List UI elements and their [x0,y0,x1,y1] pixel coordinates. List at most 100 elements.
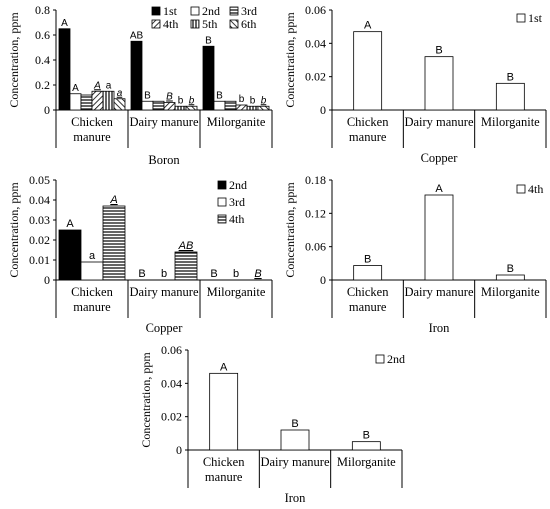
y-tick-label: 0.03 [29,213,50,227]
significance-letter: A [364,20,372,32]
legend-swatch [375,354,385,364]
bar-boron-5th-chicken-manure [102,90,115,111]
x-tick-label: Milorganite [481,285,540,299]
y-tick-label: 0.06 [161,343,182,357]
legend-swatch [190,6,200,16]
chart-panel-iron-4th: 0 0.06 0.12 0.18 Concentration, ppm Chickenma… [283,173,547,335]
legend-label: 3rd [229,195,245,209]
x-tick-label: Milorganite [207,115,266,129]
legend-swatch [217,214,227,224]
y-tick-label: 0.6 [35,28,50,42]
bar-boron-6th-chicken-manure [113,98,126,111]
bar-iron-2nd-2nd-milorganite [351,441,381,451]
y-tick-label: 0.02 [29,233,50,247]
x-tick-label: Milorganite [481,115,540,129]
y-axis-label: Concentration, ppm [7,182,21,278]
bar-iron-4th-4th-milorganite [495,274,525,281]
chart-panel-copper-1st: 0 0.02 0.04 0.06 Concentration, ppm Chickenma… [283,3,547,165]
legend-swatch [516,13,526,23]
x-axis-label: Iron [285,491,307,505]
significance-letter: B [435,45,442,57]
significance-letter: B [291,418,298,430]
significance-letter: A [72,83,79,94]
significance-letter: AB [178,240,194,252]
bar-boron-2nd-milorganite [213,100,226,111]
x-tick-label: Dairy manure [129,115,199,129]
significance-letter: b [161,268,167,280]
legend-label: 1st [528,11,543,25]
x-tick-label: Dairy manure [404,115,474,129]
x-tick-label: manure [73,130,111,144]
x-tick-label: Chicken [203,455,245,469]
significance-letter: B [507,263,514,275]
y-axis-label: Concentration, ppm [7,12,21,108]
x-tick-label: Dairy manure [404,285,474,299]
significance-letter: A [93,80,101,91]
bar-boron-1st-milorganite [202,45,215,111]
chart-panel-copper-multi: 0 0.01 0.02 0.03 0.04 0.05 Concentration, ppm C… [7,173,273,335]
y-tick-label: 0.12 [305,206,326,220]
x-tick-label: Chicken [347,115,389,129]
y-tick-label: 0.06 [305,240,326,254]
chart-panel-iron-2nd: 0 0.02 0.04 0.06 Concentration, ppm Chickenma… [139,343,405,505]
significance-letter: B [205,35,212,46]
x-axis-label: Copper [421,151,459,165]
bar-boron-1st-chicken-manure [58,28,71,111]
bar-iron-2nd-2nd-dairy-manure [280,429,310,451]
significance-letter: b [239,94,245,105]
significance-letter: B [363,430,370,442]
legend-swatch [217,197,227,207]
bar-boron-5th-milorganite [246,105,259,111]
significance-letter: AB [130,30,144,41]
legend-label: 4th [163,17,178,31]
legend-swatch [217,180,227,190]
significance-letter: B [144,90,151,101]
significance-letter: b [178,95,184,106]
bar-copper-multi-4th-chicken-manure [102,205,126,281]
y-tick-label: 0.2 [35,78,50,92]
bar-copper-multi-3rd-chicken-manure [80,261,104,281]
bar-boron-3rd-milorganite [224,100,237,111]
legend-swatch [190,19,200,29]
significance-letter: b [250,95,256,106]
bar-copper-1st-1st-chicken-manure [353,31,383,111]
x-axis-label: Iron [429,321,451,335]
bar-boron-3rd-chicken-manure [80,94,93,111]
legend-label: 3rd [241,4,257,18]
legend-swatch [151,6,161,16]
significance-letter: A [61,18,68,29]
legend-label: 2nd [229,178,247,192]
x-tick-label: manure [349,300,387,314]
x-tick-label: Dairy manure [129,285,199,299]
significance-letter: B [216,90,223,101]
bar-copper-1st-1st-dairy-manure [424,56,454,111]
bar-boron-2nd-chicken-manure [69,93,82,111]
x-axis-label: Copper [146,321,184,335]
legend-label: 4th [528,182,543,196]
y-tick-label: 0.01 [29,253,50,267]
y-tick-label: 0.02 [161,410,182,424]
bar-boron-3rd-dairy-manure [152,100,165,111]
significance-letter: a [117,88,123,99]
legend-swatch [229,6,239,16]
bar-boron-2nd-dairy-manure [141,100,154,111]
bar-boron-4th-chicken-manure [91,90,104,111]
significance-letter: A [109,194,117,206]
bar-copper-multi-4th-dairy-manure [174,251,198,281]
bar-boron-4th-dairy-manure [163,102,176,111]
legend-swatch [516,184,526,194]
significance-letter: B [210,268,217,280]
bar-boron-6th-milorganite [257,105,270,111]
significance-letter: B [507,71,514,83]
significance-letter: a [106,80,112,91]
y-tick-label: 0 [44,103,50,117]
bar-iron-4th-4th-chicken-manure [353,265,383,281]
x-tick-label: manure [73,300,111,314]
significance-letter: B [138,268,145,280]
y-axis-label: Concentration, ppm [283,182,297,278]
x-tick-label: manure [349,130,387,144]
y-tick-label: 0.18 [305,173,326,187]
x-tick-label: Chicken [347,285,389,299]
significance-letter: A [66,218,74,230]
